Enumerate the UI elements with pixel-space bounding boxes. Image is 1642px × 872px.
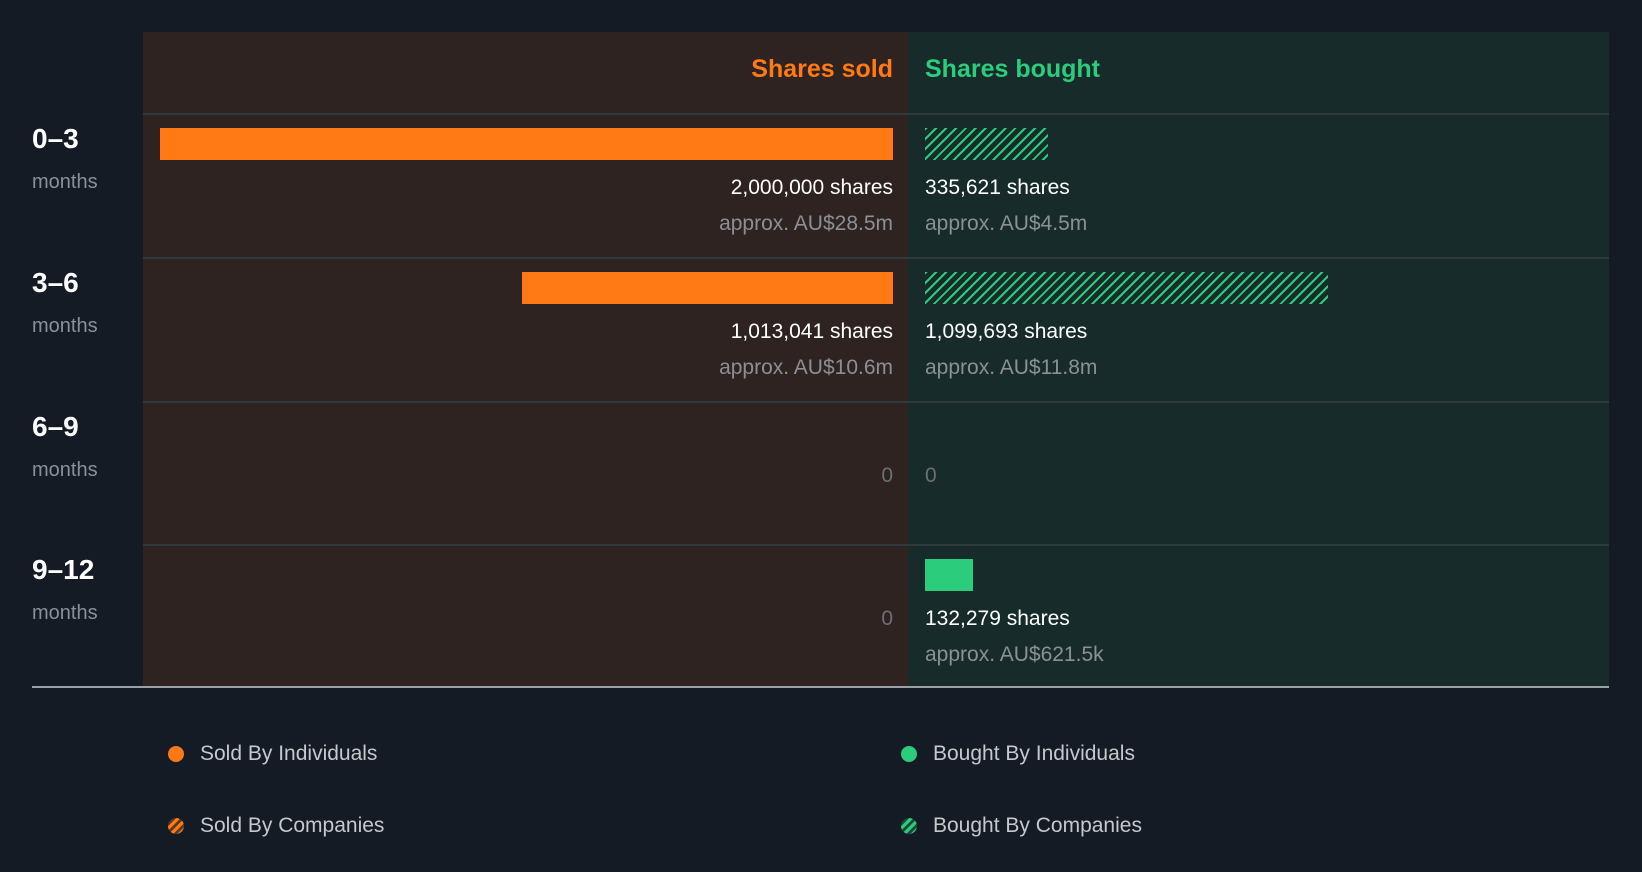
row-period: 6–9 — [32, 411, 79, 442]
legend-label: Bought By Companies — [933, 814, 1142, 837]
bought-value-label: approx. AU$4.5m — [925, 212, 1088, 235]
sold-value-label: approx. AU$10.6m — [719, 356, 893, 379]
bought-value-label: approx. AU$11.8m — [925, 356, 1098, 379]
bought-zero-label: 0 — [925, 464, 937, 487]
sold-shares-label: 1,013,041 shares — [730, 320, 893, 343]
bought-individuals-legend-icon — [901, 746, 917, 762]
sold-zero-label: 0 — [881, 464, 893, 487]
row-unit: months — [32, 171, 98, 193]
row-divider — [143, 257, 1609, 259]
sold-bar — [521, 272, 893, 304]
bought-shares-label: 335,621 shares — [925, 176, 1070, 199]
bought-shares-label: 132,279 shares — [925, 607, 1070, 630]
row-unit: months — [32, 602, 98, 624]
legend-label: Sold By Individuals — [200, 742, 378, 765]
bought-bar — [925, 128, 1048, 160]
bought-companies-legend-icon — [901, 818, 917, 834]
legend-label: Sold By Companies — [200, 814, 385, 837]
sold-individuals-legend-icon — [168, 746, 184, 762]
bought-bar — [925, 272, 1329, 304]
sold-value-label: approx. AU$28.5m — [719, 212, 893, 235]
sold-bar — [160, 128, 893, 160]
shares-bought-header: Shares bought — [925, 55, 1101, 83]
row-divider — [143, 401, 1609, 403]
row-period: 9–12 — [32, 554, 95, 585]
row-unit: months — [32, 315, 98, 337]
row-divider — [143, 544, 1609, 546]
legend-label: Bought By Individuals — [933, 742, 1135, 765]
baseline — [32, 686, 1609, 688]
sold-zero-label: 0 — [881, 607, 893, 630]
bought-bar — [925, 559, 974, 591]
row-period: 3–6 — [32, 267, 79, 298]
bought-value-label: approx. AU$621.5k — [925, 643, 1104, 666]
shares-sold-header: Shares sold — [751, 55, 893, 83]
sold-companies-legend-icon — [168, 818, 184, 834]
row-unit: months — [32, 459, 98, 481]
row-period: 0–3 — [32, 123, 79, 154]
row-divider — [143, 113, 1609, 115]
sold-shares-label: 2,000,000 shares — [730, 176, 893, 199]
bought-shares-label: 1,099,693 shares — [925, 320, 1088, 343]
